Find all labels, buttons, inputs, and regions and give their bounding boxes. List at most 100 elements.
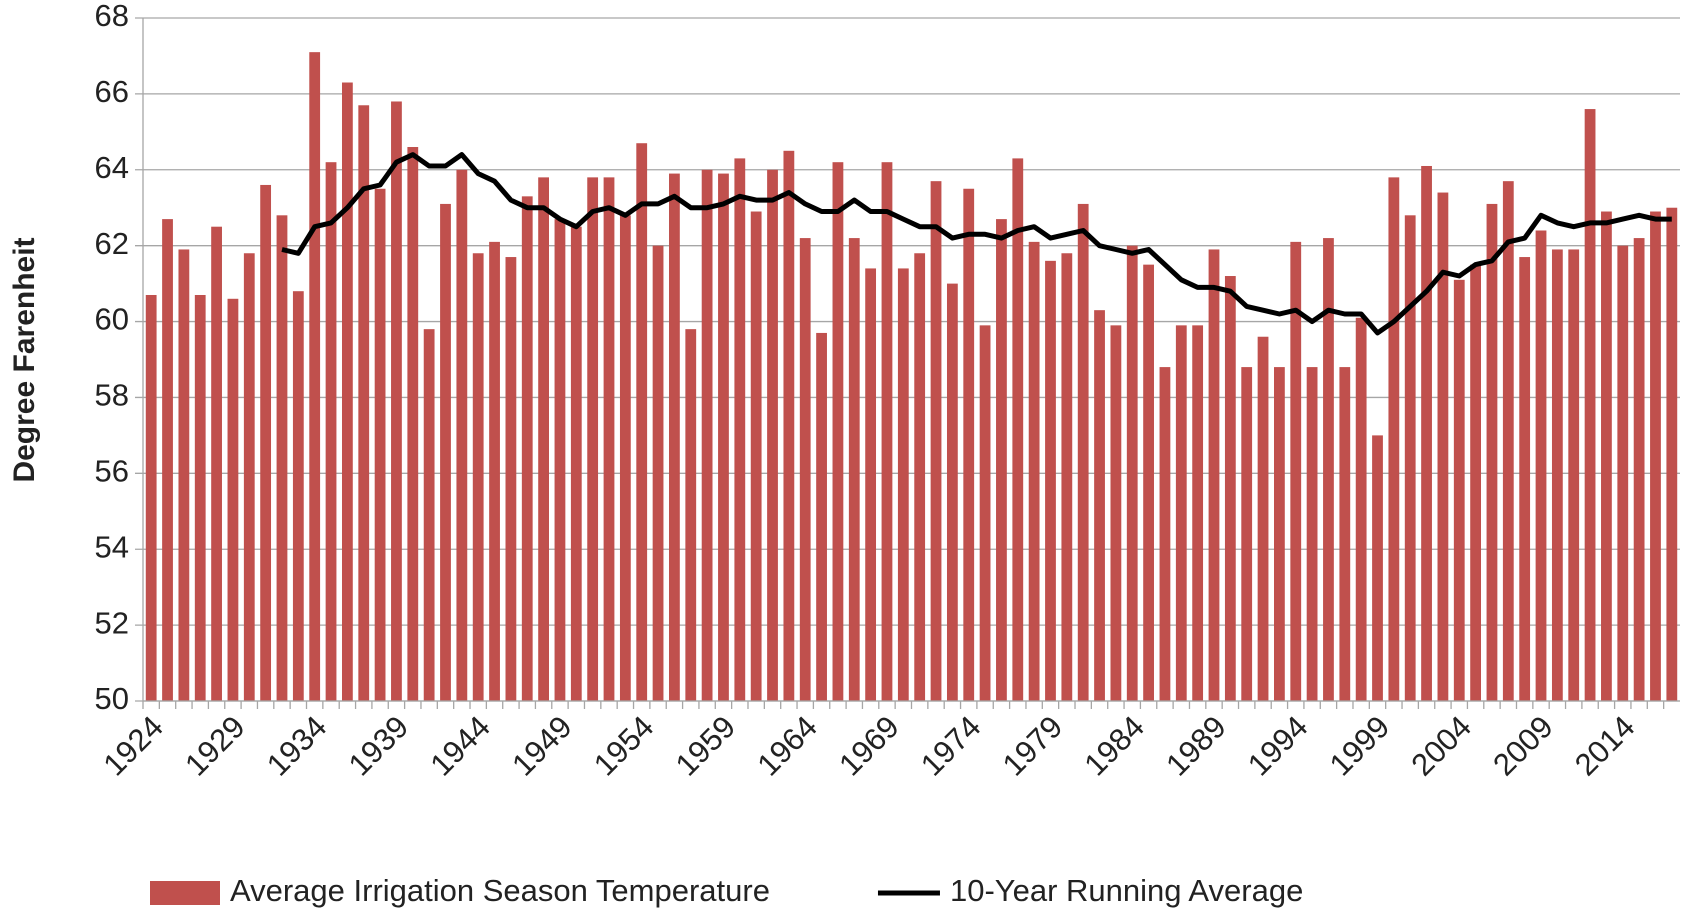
bar (1061, 253, 1073, 701)
y-axis-label: Degree Farenheit (8, 237, 41, 482)
bar (423, 329, 435, 701)
y-tick-label: 64 (95, 150, 129, 185)
y-tick-label: 60 (95, 302, 129, 337)
bar (1159, 367, 1171, 701)
x-tick-label: 1924 (96, 709, 170, 783)
bar (1519, 257, 1531, 701)
bar (554, 219, 566, 701)
y-tick-label: 56 (95, 454, 129, 489)
legend-label: 10-Year Running Average (950, 873, 1303, 908)
bar (292, 291, 304, 701)
bar (963, 188, 975, 701)
y-tick-label: 50 (95, 681, 129, 716)
bar (652, 245, 664, 701)
bar (587, 177, 599, 701)
bar (669, 173, 680, 702)
x-tick-label: 2009 (1486, 709, 1560, 783)
bar (1633, 238, 1645, 702)
bar (1486, 203, 1498, 701)
bar (1323, 238, 1334, 702)
bar (325, 162, 337, 701)
bar (1502, 181, 1514, 701)
bar (1404, 215, 1416, 702)
bar (1666, 207, 1678, 701)
bar (799, 238, 811, 702)
y-tick-label: 58 (95, 378, 129, 413)
bar (979, 325, 991, 701)
x-tick-label: 1929 (178, 709, 252, 783)
bar (1241, 367, 1253, 701)
bar (1257, 336, 1269, 701)
x-tick-label: 1944 (423, 709, 497, 783)
bar (243, 253, 255, 701)
bar (1437, 192, 1449, 702)
bar (472, 253, 484, 701)
bar (1110, 325, 1122, 701)
y-tick-label: 52 (95, 605, 129, 640)
bar (865, 268, 877, 701)
bar (701, 169, 713, 701)
bar (1601, 211, 1612, 701)
bar (374, 188, 386, 701)
x-tick-label: 1994 (1241, 709, 1315, 783)
bar (881, 162, 893, 701)
bar (1584, 109, 1596, 702)
bar (1339, 367, 1351, 701)
y-tick-label: 66 (95, 74, 129, 109)
y-tick-label: 68 (95, 0, 129, 33)
bar (1650, 211, 1661, 701)
bar (636, 143, 648, 701)
legend-label: Average Irrigation Season Temperature (230, 873, 770, 908)
bar (1028, 241, 1040, 701)
bar (1143, 264, 1154, 701)
bar (750, 211, 762, 701)
bar (521, 196, 533, 702)
bar (1274, 367, 1285, 701)
bar (489, 241, 500, 701)
x-tick-label: 1974 (914, 709, 988, 783)
bar (194, 294, 206, 701)
bar (391, 101, 402, 701)
bar (946, 283, 958, 701)
x-tick-label: 1949 (505, 709, 579, 783)
bar (783, 150, 795, 702)
x-tick-label: 1934 (260, 709, 334, 783)
bar (309, 52, 321, 701)
bar (1012, 158, 1024, 702)
x-tick-label: 2004 (1404, 709, 1478, 783)
bar (538, 177, 549, 701)
bar (1208, 249, 1220, 701)
x-tick-label: 1964 (750, 709, 824, 783)
bar (1175, 325, 1187, 701)
bar (211, 226, 222, 701)
bar (603, 177, 615, 701)
bar (1094, 310, 1105, 701)
bar (227, 298, 239, 701)
x-tick-label: 1959 (669, 709, 743, 783)
bar (619, 215, 631, 702)
bar (145, 294, 157, 701)
bar (832, 162, 844, 701)
bar (358, 105, 370, 702)
bar (1535, 230, 1547, 701)
bar (260, 184, 272, 701)
x-tick-label: 1989 (1159, 709, 1233, 783)
bar (505, 257, 517, 701)
bar (276, 215, 288, 702)
bar (734, 158, 746, 702)
legend-swatch (150, 881, 220, 905)
bar (1355, 317, 1367, 701)
bar (1126, 245, 1138, 701)
x-tick-label: 1984 (1077, 709, 1151, 783)
bar (1290, 241, 1302, 701)
y-tick-label: 62 (95, 226, 129, 261)
bar (1568, 249, 1580, 701)
bar (162, 219, 173, 701)
bar (996, 219, 1007, 701)
bar (1453, 279, 1465, 701)
bar (178, 249, 190, 701)
bar (1388, 177, 1400, 701)
bar (407, 147, 419, 701)
bar (1421, 165, 1432, 701)
